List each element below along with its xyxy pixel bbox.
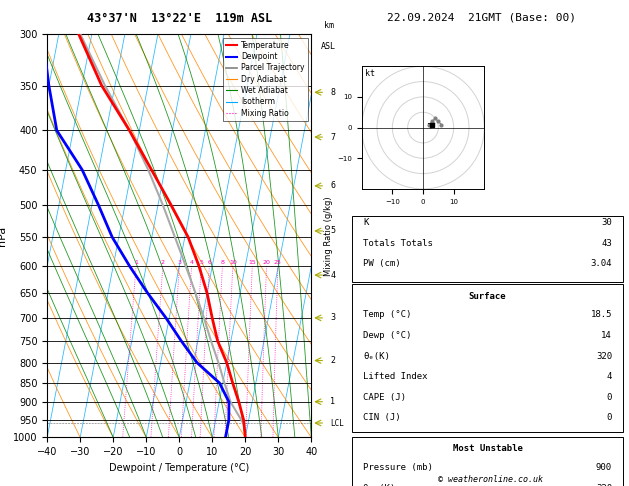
Text: 4: 4 <box>330 271 335 279</box>
Text: 0: 0 <box>606 414 612 422</box>
Text: 0: 0 <box>606 393 612 402</box>
Text: 4: 4 <box>189 260 194 265</box>
Text: 43°37'N  13°22'E  119m ASL: 43°37'N 13°22'E 119m ASL <box>87 12 272 25</box>
Text: © weatheronline.co.uk: © weatheronline.co.uk <box>438 474 543 484</box>
Text: 1: 1 <box>134 260 138 265</box>
Text: Lifted Index: Lifted Index <box>363 372 428 381</box>
Text: 3.04: 3.04 <box>591 260 612 268</box>
Text: 15: 15 <box>248 260 256 265</box>
Text: CIN (J): CIN (J) <box>363 414 401 422</box>
Text: 43: 43 <box>601 239 612 248</box>
Text: 10: 10 <box>229 260 237 265</box>
Text: kt: kt <box>365 69 375 78</box>
Text: 3: 3 <box>330 313 335 322</box>
Text: 320: 320 <box>596 484 612 486</box>
Text: θₑ (K): θₑ (K) <box>363 484 395 486</box>
FancyBboxPatch shape <box>352 284 623 433</box>
Text: Dewp (°C): Dewp (°C) <box>363 331 411 340</box>
Y-axis label: hPa: hPa <box>0 226 8 246</box>
Text: km: km <box>324 21 333 30</box>
Text: 7: 7 <box>330 133 335 141</box>
Text: 5: 5 <box>330 226 335 235</box>
Text: 30: 30 <box>601 218 612 227</box>
Text: 22.09.2024  21GMT (Base: 00): 22.09.2024 21GMT (Base: 00) <box>387 12 576 22</box>
Text: Most Unstable: Most Unstable <box>452 445 523 453</box>
Text: 25: 25 <box>274 260 282 265</box>
Text: Pressure (mb): Pressure (mb) <box>363 463 433 472</box>
Text: PW (cm): PW (cm) <box>363 260 401 268</box>
Text: 8: 8 <box>220 260 225 265</box>
FancyBboxPatch shape <box>352 436 623 486</box>
Text: 6: 6 <box>330 181 335 191</box>
Text: LCL: LCL <box>330 418 344 428</box>
Text: θₑ(K): θₑ(K) <box>363 351 390 361</box>
Text: Surface: Surface <box>469 292 506 301</box>
Text: ASL: ASL <box>321 42 336 51</box>
Text: 8: 8 <box>330 88 335 97</box>
Text: 6: 6 <box>208 260 211 265</box>
Text: 1: 1 <box>330 397 335 406</box>
X-axis label: Dewpoint / Temperature (°C): Dewpoint / Temperature (°C) <box>109 463 249 473</box>
Text: 3: 3 <box>177 260 181 265</box>
Text: 18.5: 18.5 <box>591 310 612 319</box>
Text: 320: 320 <box>596 351 612 361</box>
Text: CAPE (J): CAPE (J) <box>363 393 406 402</box>
Text: 14: 14 <box>601 331 612 340</box>
Text: Totals Totals: Totals Totals <box>363 239 433 248</box>
Text: Mixing Ratio (g/kg): Mixing Ratio (g/kg) <box>324 196 333 276</box>
Text: 5: 5 <box>199 260 203 265</box>
Text: 2: 2 <box>330 356 335 365</box>
Text: K: K <box>363 218 369 227</box>
Text: 900: 900 <box>596 463 612 472</box>
Text: Temp (°C): Temp (°C) <box>363 310 411 319</box>
Text: 4: 4 <box>606 372 612 381</box>
Bar <box>352 216 623 282</box>
Text: 2: 2 <box>161 260 165 265</box>
Text: 20: 20 <box>262 260 270 265</box>
Legend: Temperature, Dewpoint, Parcel Trajectory, Dry Adiabat, Wet Adiabat, Isotherm, Mi: Temperature, Dewpoint, Parcel Trajectory… <box>223 38 308 121</box>
